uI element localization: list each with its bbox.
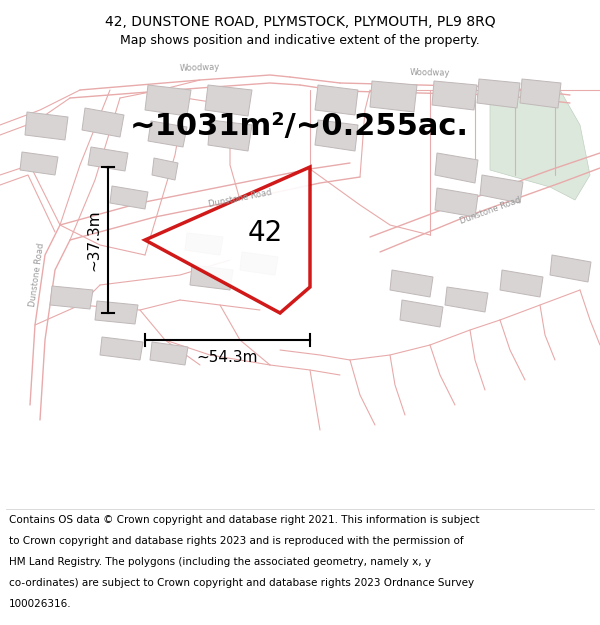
Text: 42, DUNSTONE ROAD, PLYMSTOCK, PLYMOUTH, PL9 8RQ: 42, DUNSTONE ROAD, PLYMSTOCK, PLYMOUTH, …: [104, 15, 496, 29]
Polygon shape: [20, 152, 58, 175]
Text: Contains OS data © Crown copyright and database right 2021. This information is : Contains OS data © Crown copyright and d…: [9, 514, 479, 524]
Polygon shape: [82, 108, 124, 137]
Polygon shape: [205, 85, 252, 116]
Text: Woodway: Woodway: [410, 68, 450, 78]
Text: Dunstone Road: Dunstone Road: [458, 195, 522, 226]
Text: ~37.3m: ~37.3m: [86, 209, 101, 271]
Polygon shape: [370, 81, 417, 112]
Text: Woodway: Woodway: [179, 62, 220, 73]
Polygon shape: [110, 186, 148, 209]
Text: Map shows position and indicative extent of the property.: Map shows position and indicative extent…: [120, 34, 480, 47]
Text: Dunstone Road: Dunstone Road: [208, 188, 272, 209]
Polygon shape: [240, 252, 278, 275]
Polygon shape: [432, 81, 477, 110]
Polygon shape: [190, 265, 233, 290]
Polygon shape: [435, 153, 478, 183]
Polygon shape: [520, 79, 561, 108]
Text: co-ordinates) are subject to Crown copyright and database rights 2023 Ordnance S: co-ordinates) are subject to Crown copyr…: [9, 578, 474, 587]
Polygon shape: [88, 147, 128, 171]
Text: ~54.3m: ~54.3m: [197, 351, 258, 366]
Polygon shape: [315, 85, 358, 115]
Polygon shape: [500, 270, 543, 297]
Polygon shape: [185, 233, 223, 255]
Polygon shape: [480, 175, 523, 203]
Polygon shape: [95, 301, 138, 324]
Polygon shape: [550, 255, 591, 282]
Polygon shape: [150, 342, 188, 365]
Polygon shape: [148, 121, 187, 147]
Text: Dunstone Road: Dunstone Road: [28, 242, 46, 308]
Text: to Crown copyright and database rights 2023 and is reproduced with the permissio: to Crown copyright and database rights 2…: [9, 536, 464, 546]
Polygon shape: [208, 120, 252, 151]
Text: 42: 42: [247, 219, 283, 247]
Polygon shape: [435, 188, 478, 217]
Polygon shape: [315, 120, 358, 151]
Polygon shape: [50, 286, 93, 309]
Polygon shape: [145, 167, 310, 313]
Text: ~1031m²/~0.255ac.: ~1031m²/~0.255ac.: [130, 112, 469, 141]
Polygon shape: [390, 270, 433, 297]
Text: 100026316.: 100026316.: [9, 599, 71, 609]
Polygon shape: [490, 90, 590, 200]
Polygon shape: [145, 85, 191, 116]
Polygon shape: [445, 287, 488, 312]
Polygon shape: [152, 158, 178, 180]
Text: HM Land Registry. The polygons (including the associated geometry, namely x, y: HM Land Registry. The polygons (includin…: [9, 557, 431, 567]
Polygon shape: [400, 300, 443, 327]
Polygon shape: [25, 112, 68, 140]
Polygon shape: [477, 79, 520, 108]
Polygon shape: [100, 337, 143, 360]
